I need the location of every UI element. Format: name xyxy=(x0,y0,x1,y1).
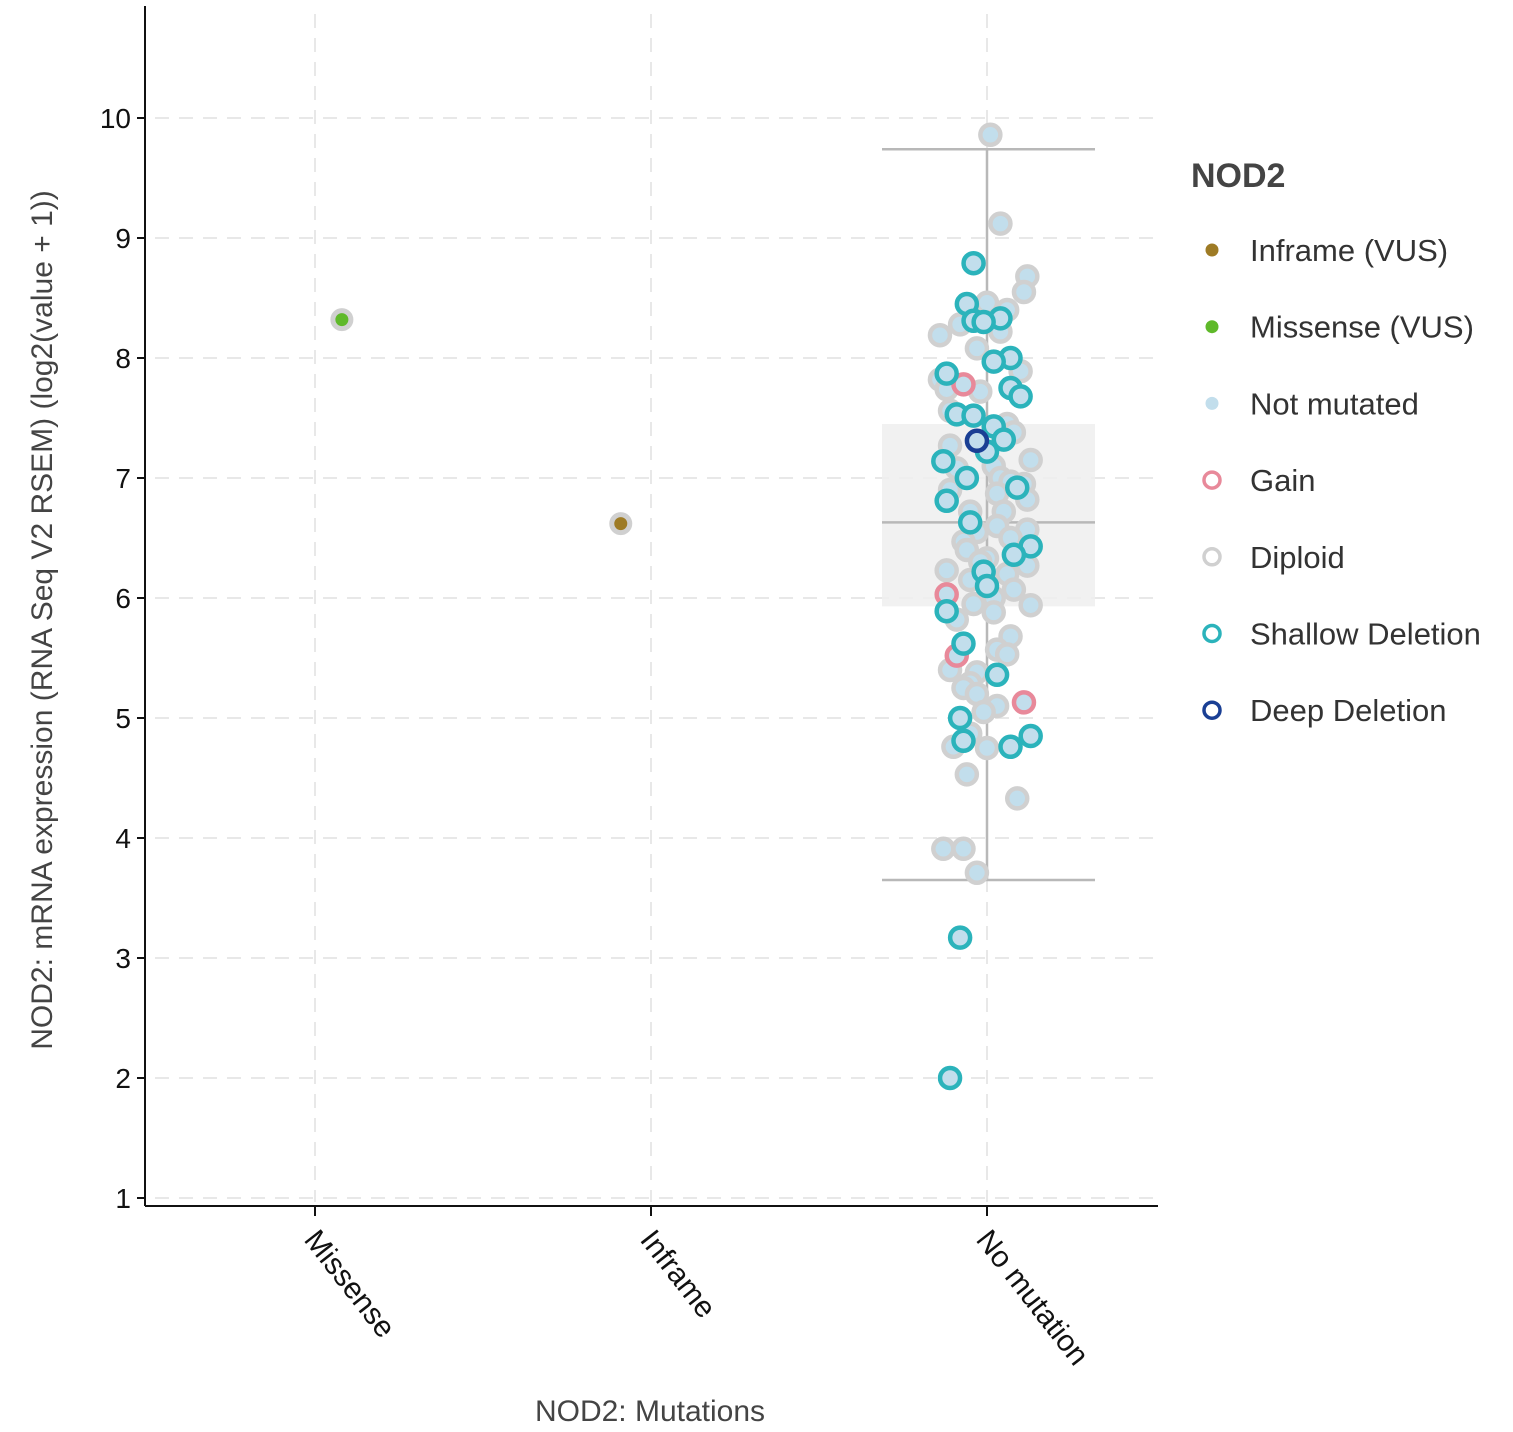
data-point xyxy=(974,573,1000,599)
data-point xyxy=(981,349,1006,374)
grid-lines xyxy=(155,14,1158,1202)
x-tick-label: No mutation xyxy=(969,1224,1095,1372)
legend-entry: Inframe (VUS) xyxy=(1205,233,1448,268)
data-point xyxy=(974,735,1000,761)
legend-label: Missense (VUS) xyxy=(1250,310,1474,345)
legend: NOD2 Inframe (VUS) Missense (VUS) Not muta… xyxy=(1191,157,1481,728)
axes: 1 2 3 4 5 6 7 8 9 10 Missense Inframe No mutation xyxy=(100,6,1158,1372)
legend-label: Diploid xyxy=(1250,540,1345,575)
y-tick-label: 10 xyxy=(100,103,131,134)
legend-title: NOD2 xyxy=(1191,157,1285,195)
data-point xyxy=(1004,475,1030,500)
data-point xyxy=(931,448,956,474)
legend-entry: Missense (VUS) xyxy=(1205,310,1474,345)
data-point xyxy=(951,372,976,397)
legend-label: Not mutated xyxy=(1250,386,1419,421)
y-tick-label: 6 xyxy=(115,583,131,614)
data-point xyxy=(934,598,959,624)
legend-label: Gain xyxy=(1250,463,1315,498)
legend-swatch xyxy=(1205,396,1219,410)
legend-swatch xyxy=(1202,547,1222,567)
data-point xyxy=(971,699,996,725)
data-point xyxy=(954,465,980,491)
y-tick-label: 8 xyxy=(115,343,131,374)
legend-swatch xyxy=(1202,623,1222,644)
legend-swatch xyxy=(1202,470,1222,490)
x-tick-label: Missense xyxy=(297,1224,401,1344)
data-point xyxy=(964,336,990,361)
data-point xyxy=(330,308,354,332)
legend-label: Deep Deletion xyxy=(1250,693,1446,728)
data-point xyxy=(1008,384,1033,409)
y-axis-title: NOD2: mRNA expression (RNA Seq V2 RSEM) … xyxy=(26,190,59,1049)
y-tick-label: 1 xyxy=(115,1183,131,1214)
legend-label: Shallow Deletion xyxy=(1250,617,1481,652)
x-axis-title: NOD2: Mutations xyxy=(535,1395,765,1428)
x-tick-label: Inframe xyxy=(633,1224,722,1324)
data-point xyxy=(978,122,1003,148)
legend-entry: Shallow Deletion xyxy=(1202,617,1481,652)
data-point xyxy=(947,705,973,731)
data-point xyxy=(951,631,976,656)
legend-label: Inframe (VUS) xyxy=(1250,233,1448,268)
y-tick-label: 7 xyxy=(115,463,131,494)
legend-entry: Deep Deletion xyxy=(1202,693,1446,728)
data-point xyxy=(1018,723,1043,749)
legend-swatch xyxy=(1202,700,1222,720)
data-point xyxy=(1011,690,1037,715)
data-point xyxy=(927,322,953,348)
data-point xyxy=(964,860,990,886)
data-point xyxy=(954,762,980,787)
data-point xyxy=(957,510,983,535)
data-point xyxy=(998,734,1023,760)
data-point xyxy=(991,427,1017,452)
data-point xyxy=(934,488,959,514)
y-tick-label: 5 xyxy=(115,703,131,734)
data-point xyxy=(961,250,986,276)
data-point xyxy=(961,403,986,428)
data-point xyxy=(1011,279,1037,305)
legend-entry: Gain xyxy=(1202,463,1315,498)
y-tick-label: 2 xyxy=(115,1063,131,1094)
y-tick-label: 9 xyxy=(115,223,131,254)
data-point xyxy=(1004,786,1030,811)
data-point xyxy=(937,1065,963,1091)
y-tick-label: 3 xyxy=(115,943,131,974)
box-plot xyxy=(882,147,1095,882)
data-point xyxy=(994,642,1020,667)
data-point xyxy=(609,512,633,536)
data-point xyxy=(934,361,959,386)
data-point xyxy=(981,600,1006,625)
legend-swatch xyxy=(1205,320,1219,334)
data-point xyxy=(964,428,990,454)
data-point xyxy=(947,925,973,950)
data-point xyxy=(951,728,976,754)
data-point xyxy=(931,836,956,862)
data-point xyxy=(1018,592,1043,618)
data-point xyxy=(1001,542,1027,568)
data-point xyxy=(1018,447,1043,473)
legend-swatch xyxy=(1205,243,1219,257)
data-point xyxy=(951,836,976,862)
data-point xyxy=(961,591,986,617)
data-point xyxy=(971,309,996,335)
legend-entry: Not mutated xyxy=(1205,386,1419,421)
data-point xyxy=(1001,577,1027,602)
data-point xyxy=(934,558,959,583)
y-tick-label: 4 xyxy=(115,823,131,854)
data-points xyxy=(330,122,1043,1091)
data-point xyxy=(988,211,1013,236)
data-point xyxy=(984,662,1010,688)
legend-entry: Diploid xyxy=(1202,540,1345,575)
